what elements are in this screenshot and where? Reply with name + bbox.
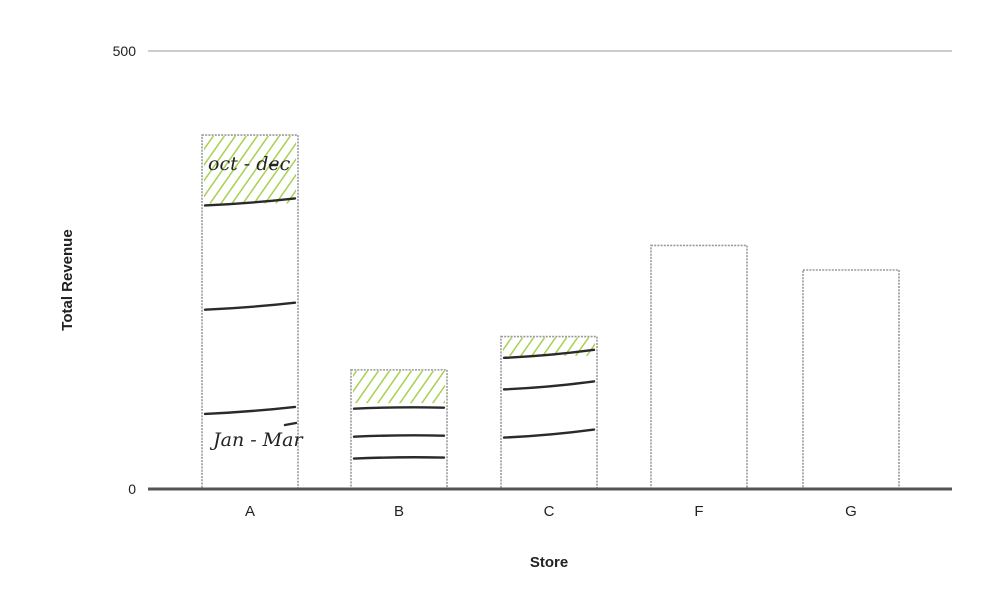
segment-line-c-3 [502,348,596,360]
segment-line-b-2 [352,434,446,438]
segment-line-b-1 [352,456,446,460]
annotation-jan-mar: Jan - Mar [209,429,304,451]
category-labels: A B C F G [245,503,857,520]
y-tick-label-500: 500 [113,43,137,59]
bars [201,134,900,490]
x-tick-label-b: B [394,503,404,520]
bar-c [500,335,598,490]
x-tick-label-f: F [694,503,703,520]
x-tick-label-c: C [544,503,555,520]
note-dash-bottom [283,421,298,427]
handwritten-notes: oct - dec Jan - Mar [208,153,304,451]
y-axis-title: Total Revenue [59,229,76,330]
bar-f [650,244,748,490]
segment-line-c-2 [502,380,596,391]
segment-line-a-2 [203,301,297,311]
x-axis-title: Store [530,554,568,571]
highlight-c [503,337,595,356]
y-tick-label-0: 0 [128,481,136,497]
bar-group-a [201,134,299,490]
x-tick-label-g: G [845,503,857,520]
segment-line-b-3 [352,406,446,410]
segment-line-c-1 [502,428,596,439]
x-tick-label-a: A [245,503,255,520]
segment-line-a-3 [203,197,297,207]
bar-group-g [802,269,900,490]
axes: 0 500 Total Revenue Store [59,43,952,571]
annotation-oct-dec: oct - dec [208,153,291,175]
highlight-a [204,136,296,204]
bar-group-f [650,244,748,490]
pencil-marks [203,163,596,460]
bar-group-c [500,335,598,490]
highlight-b [353,370,445,404]
segment-line-a-1 [203,405,297,416]
bar-g [802,269,900,490]
bar-group-b [350,369,448,490]
